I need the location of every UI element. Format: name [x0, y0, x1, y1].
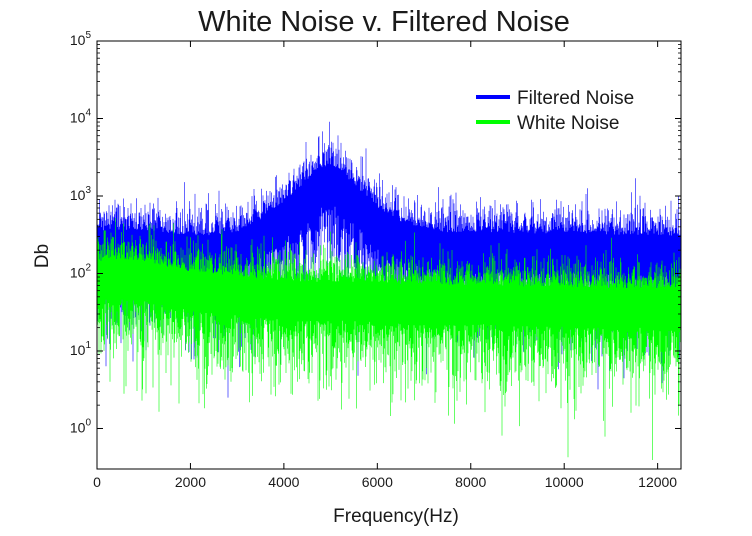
y-axis: 100 101 102 103 104 105: [70, 30, 681, 435]
x-tick-label: 0: [93, 474, 101, 490]
x-tick-label: 4000: [268, 474, 299, 490]
legend-label-0: Filtered Noise: [517, 88, 634, 109]
y-axis-label: Db: [32, 244, 53, 268]
x-tick-label: 8000: [455, 474, 486, 490]
x-tick-label: 10000: [545, 474, 584, 490]
x-tick-label: 12000: [638, 474, 677, 490]
x-tick-label: 2000: [175, 474, 206, 490]
x-axis: 0 2000 4000 6000 8000 10000 12000: [93, 41, 677, 490]
x-axis-label: Frequency(Hz): [333, 506, 459, 527]
x-tick-label: 6000: [362, 474, 393, 490]
y-tick-label: 103: [70, 185, 92, 203]
y-tick-label: 101: [70, 340, 92, 358]
chart-title: White Noise v. Filtered Noise: [198, 6, 570, 38]
y-tick-label: 105: [70, 30, 92, 48]
plot-frame: [96, 40, 682, 470]
legend-label-1: White Noise: [517, 113, 619, 134]
y-tick-label: 100: [70, 417, 92, 435]
y-tick-label: 102: [70, 262, 92, 280]
series-line-0: [96, 121, 682, 398]
legend: Filtered Noise White Noise: [476, 88, 634, 134]
y-tick-label: 104: [70, 107, 92, 125]
series-layer: [96, 121, 682, 460]
